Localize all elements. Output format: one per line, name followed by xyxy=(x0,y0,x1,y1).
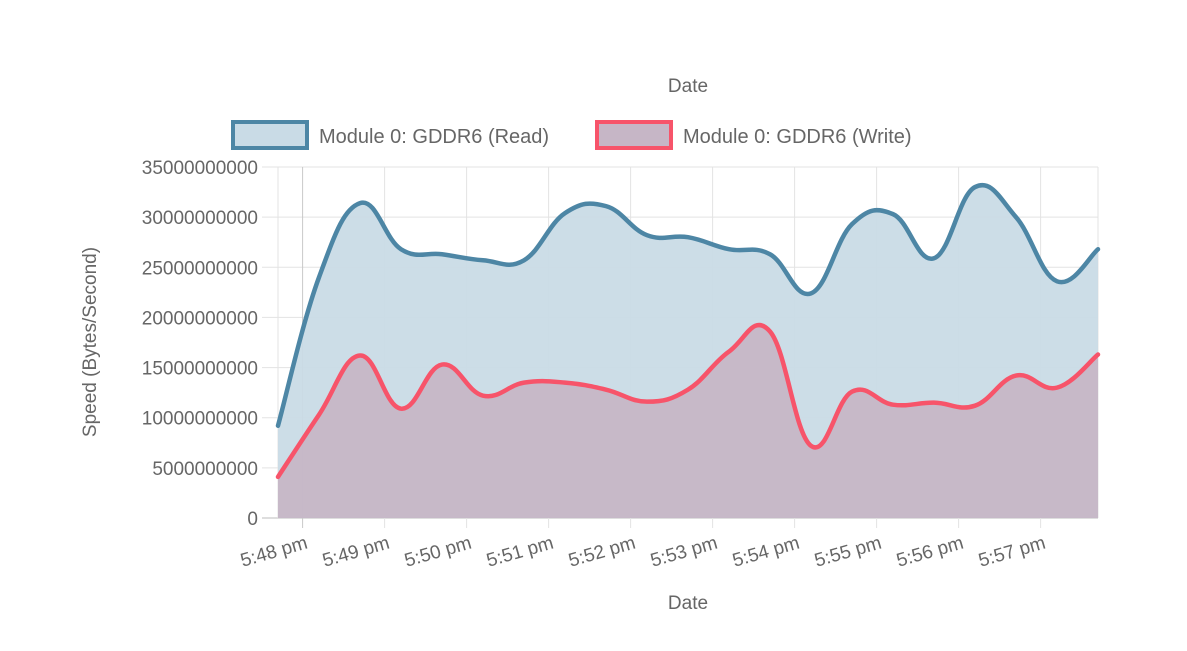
y-tick-label: 0 xyxy=(247,509,258,530)
legend: Module 0: GDDR6 (Read) Module 0: GDDR6 (W… xyxy=(231,120,912,150)
x-tick-label: 5:50 pm xyxy=(402,533,474,572)
y-axis-ticks: 35000000000 30000000000 25000000000 2000000… xyxy=(142,158,258,530)
y-tick-label: 30000000000 xyxy=(142,208,258,229)
legend-swatch-2[interactable] xyxy=(595,120,673,150)
x-tick-label: 5:54 pm xyxy=(730,533,802,572)
y-tick-label: 15000000000 xyxy=(142,359,258,380)
y-axis-title: Speed (Bytes/Second) xyxy=(80,247,101,437)
series-line-1 xyxy=(275,183,1101,428)
series-line-2 xyxy=(275,322,1101,480)
series-area-2 xyxy=(278,325,1098,518)
x-tick-label: 5:52 pm xyxy=(566,533,638,572)
x-axis-ticks: 5:48 pm 5:49 pm 5:50 pm 5:51 pm 5:52 pm 5:53 … xyxy=(238,533,1048,572)
x-tick-label: 5:57 pm xyxy=(976,533,1048,572)
legend-label-2[interactable]: Module 0: GDDR6 (Write) xyxy=(683,126,912,148)
x-tick-label: 5:53 pm xyxy=(648,533,720,572)
legend-swatch-1[interactable] xyxy=(231,120,309,150)
y-tick-label: 20000000000 xyxy=(142,308,258,329)
y-tick-label: 25000000000 xyxy=(142,258,258,279)
chart-title: Date xyxy=(668,76,708,97)
x-tick-label: 5:55 pm xyxy=(812,533,884,572)
series-layer xyxy=(275,183,1101,518)
x-tick-label: 5:56 pm xyxy=(894,533,966,572)
x-tick-label: 5:49 pm xyxy=(320,533,392,572)
x-axis-title: Date xyxy=(668,593,708,614)
y-tick-label: 35000000000 xyxy=(142,158,258,179)
legend-label-1[interactable]: Module 0: GDDR6 (Read) xyxy=(319,126,549,148)
x-tick-label: 5:51 pm xyxy=(484,533,556,572)
x-tick-label: 5:48 pm xyxy=(238,533,310,572)
y-tick-label: 10000000000 xyxy=(142,409,258,430)
y-tick-label: 5000000000 xyxy=(152,459,258,480)
